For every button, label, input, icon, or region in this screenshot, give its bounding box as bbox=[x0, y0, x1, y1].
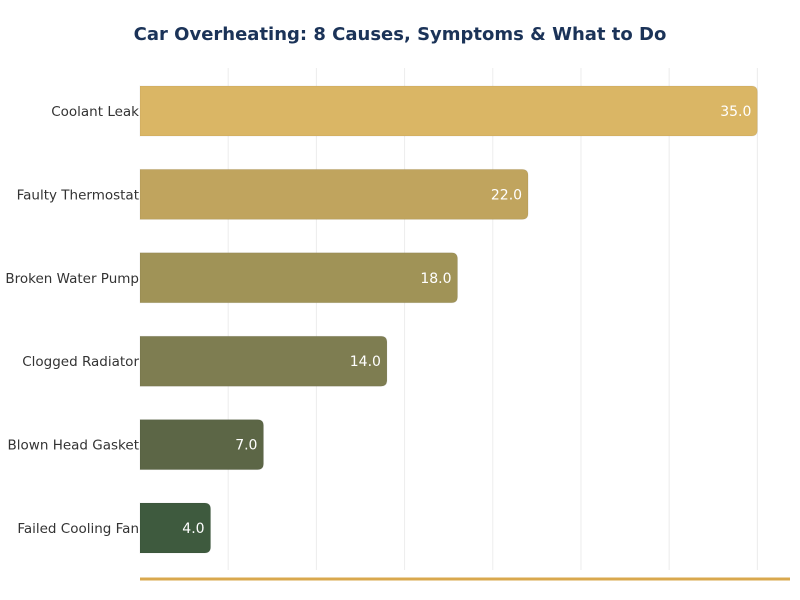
data-label: 14.0 bbox=[350, 354, 381, 370]
bar bbox=[139, 502, 212, 554]
category-label: Coolant Leak bbox=[51, 104, 139, 120]
category-label: Blown Head Gasket bbox=[8, 438, 139, 454]
bar bbox=[139, 168, 529, 220]
category-label: Clogged Radiator bbox=[22, 354, 139, 370]
data-label: 7.0 bbox=[235, 438, 257, 454]
data-label: 35.0 bbox=[720, 104, 751, 120]
bar bbox=[139, 419, 264, 471]
data-label: 4.0 bbox=[182, 521, 204, 537]
data-label: 18.0 bbox=[420, 271, 451, 287]
bar bbox=[139, 335, 388, 387]
bar bbox=[139, 85, 758, 137]
category-label: Broken Water Pump bbox=[5, 271, 139, 287]
category-label: Failed Cooling Fan bbox=[17, 521, 139, 537]
bar bbox=[139, 252, 459, 304]
category-label: Faulty Thermostat bbox=[17, 187, 139, 203]
data-label: 22.0 bbox=[491, 187, 522, 203]
chart-title: Car Overheating: 8 Causes, Symptoms & Wh… bbox=[133, 24, 667, 45]
